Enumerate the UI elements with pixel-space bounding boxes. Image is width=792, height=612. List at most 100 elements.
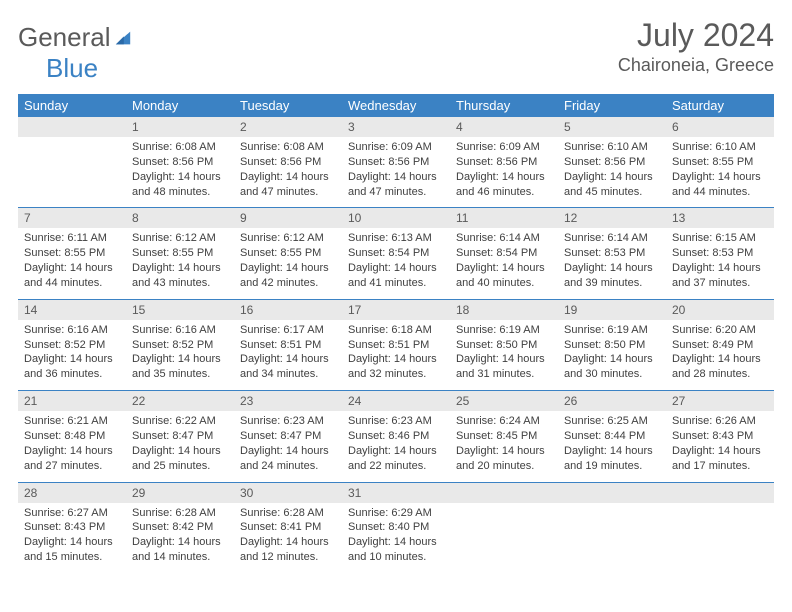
day-cell: Sunrise: 6:23 AMSunset: 8:47 PMDaylight:…	[234, 411, 342, 482]
day-number: 28	[18, 483, 126, 503]
sunrise-text: Sunrise: 6:23 AM	[348, 414, 444, 429]
sunrise-text: Sunrise: 6:14 AM	[456, 231, 552, 246]
daylight-text: Daylight: 14 hours and 40 minutes.	[456, 261, 552, 291]
daylight-text: Daylight: 14 hours and 25 minutes.	[132, 444, 228, 474]
day-cell: Sunrise: 6:08 AMSunset: 8:56 PMDaylight:…	[126, 137, 234, 208]
day-cell: Sunrise: 6:12 AMSunset: 8:55 PMDaylight:…	[126, 228, 234, 299]
day-cell: Sunrise: 6:15 AMSunset: 8:53 PMDaylight:…	[666, 228, 774, 299]
day-number: 12	[558, 208, 666, 228]
day-cell: Sunrise: 6:13 AMSunset: 8:54 PMDaylight:…	[342, 228, 450, 299]
day-cell: Sunrise: 6:21 AMSunset: 8:48 PMDaylight:…	[18, 411, 126, 482]
day-number: 5	[558, 117, 666, 137]
sunrise-text: Sunrise: 6:20 AM	[672, 323, 768, 338]
day-cell: Sunrise: 6:16 AMSunset: 8:52 PMDaylight:…	[18, 320, 126, 391]
sunrise-text: Sunrise: 6:29 AM	[348, 506, 444, 521]
sunset-text: Sunset: 8:50 PM	[564, 338, 660, 353]
daylight-text: Daylight: 14 hours and 20 minutes.	[456, 444, 552, 474]
day-number-row: 123456	[18, 117, 774, 137]
sunrise-text: Sunrise: 6:14 AM	[564, 231, 660, 246]
sunset-text: Sunset: 8:55 PM	[24, 246, 120, 261]
day-cell: Sunrise: 6:26 AMSunset: 8:43 PMDaylight:…	[666, 411, 774, 482]
sunset-text: Sunset: 8:45 PM	[456, 429, 552, 444]
day-number: 20	[666, 300, 774, 320]
sunset-text: Sunset: 8:56 PM	[456, 155, 552, 170]
daylight-text: Daylight: 14 hours and 28 minutes.	[672, 352, 768, 382]
day-number: 21	[18, 391, 126, 411]
day-number	[18, 117, 126, 137]
day-cell: Sunrise: 6:09 AMSunset: 8:56 PMDaylight:…	[342, 137, 450, 208]
day-info-row: Sunrise: 6:21 AMSunset: 8:48 PMDaylight:…	[18, 411, 774, 482]
daylight-text: Daylight: 14 hours and 45 minutes.	[564, 170, 660, 200]
sunset-text: Sunset: 8:46 PM	[348, 429, 444, 444]
month-title: July 2024	[618, 18, 774, 53]
daylight-text: Daylight: 14 hours and 35 minutes.	[132, 352, 228, 382]
daylight-text: Daylight: 14 hours and 30 minutes.	[564, 352, 660, 382]
sunset-text: Sunset: 8:41 PM	[240, 520, 336, 535]
sunset-text: Sunset: 8:54 PM	[456, 246, 552, 261]
sunrise-text: Sunrise: 6:26 AM	[672, 414, 768, 429]
day-number: 18	[450, 300, 558, 320]
sunset-text: Sunset: 8:55 PM	[672, 155, 768, 170]
day-cell: Sunrise: 6:19 AMSunset: 8:50 PMDaylight:…	[558, 320, 666, 391]
daylight-text: Daylight: 14 hours and 27 minutes.	[24, 444, 120, 474]
logo: GeneralBlue	[18, 18, 133, 84]
sunset-text: Sunset: 8:50 PM	[456, 338, 552, 353]
day-cell: Sunrise: 6:10 AMSunset: 8:55 PMDaylight:…	[666, 137, 774, 208]
sunrise-text: Sunrise: 6:18 AM	[348, 323, 444, 338]
logo-text-2: Blue	[18, 53, 98, 83]
day-cell: Sunrise: 6:12 AMSunset: 8:55 PMDaylight:…	[234, 228, 342, 299]
day-number: 8	[126, 208, 234, 228]
sunrise-text: Sunrise: 6:21 AM	[24, 414, 120, 429]
day-header: Saturday	[666, 94, 774, 117]
daylight-text: Daylight: 14 hours and 10 minutes.	[348, 535, 444, 565]
day-cell: Sunrise: 6:22 AMSunset: 8:47 PMDaylight:…	[126, 411, 234, 482]
day-cell	[666, 503, 774, 573]
day-number: 24	[342, 391, 450, 411]
day-cell: Sunrise: 6:25 AMSunset: 8:44 PMDaylight:…	[558, 411, 666, 482]
day-number	[558, 483, 666, 503]
sunset-text: Sunset: 8:56 PM	[132, 155, 228, 170]
day-cell: Sunrise: 6:24 AMSunset: 8:45 PMDaylight:…	[450, 411, 558, 482]
daylight-text: Daylight: 14 hours and 44 minutes.	[672, 170, 768, 200]
sunrise-text: Sunrise: 6:10 AM	[564, 140, 660, 155]
daylight-text: Daylight: 14 hours and 15 minutes.	[24, 535, 120, 565]
day-cell: Sunrise: 6:18 AMSunset: 8:51 PMDaylight:…	[342, 320, 450, 391]
daylight-text: Daylight: 14 hours and 22 minutes.	[348, 444, 444, 474]
day-number: 4	[450, 117, 558, 137]
daylight-text: Daylight: 14 hours and 36 minutes.	[24, 352, 120, 382]
daylight-text: Daylight: 14 hours and 24 minutes.	[240, 444, 336, 474]
day-cell: Sunrise: 6:14 AMSunset: 8:53 PMDaylight:…	[558, 228, 666, 299]
day-number	[666, 483, 774, 503]
day-header: Thursday	[450, 94, 558, 117]
day-number: 16	[234, 300, 342, 320]
day-cell: Sunrise: 6:17 AMSunset: 8:51 PMDaylight:…	[234, 320, 342, 391]
day-number: 19	[558, 300, 666, 320]
day-number: 13	[666, 208, 774, 228]
daylight-text: Daylight: 14 hours and 17 minutes.	[672, 444, 768, 474]
sunrise-text: Sunrise: 6:27 AM	[24, 506, 120, 521]
day-cell: Sunrise: 6:16 AMSunset: 8:52 PMDaylight:…	[126, 320, 234, 391]
sunset-text: Sunset: 8:48 PM	[24, 429, 120, 444]
sunrise-text: Sunrise: 6:25 AM	[564, 414, 660, 429]
day-cell: Sunrise: 6:14 AMSunset: 8:54 PMDaylight:…	[450, 228, 558, 299]
daylight-text: Daylight: 14 hours and 34 minutes.	[240, 352, 336, 382]
day-number: 11	[450, 208, 558, 228]
sunset-text: Sunset: 8:42 PM	[132, 520, 228, 535]
day-number: 17	[342, 300, 450, 320]
day-info-row: Sunrise: 6:08 AMSunset: 8:56 PMDaylight:…	[18, 137, 774, 208]
day-cell: Sunrise: 6:19 AMSunset: 8:50 PMDaylight:…	[450, 320, 558, 391]
daylight-text: Daylight: 14 hours and 14 minutes.	[132, 535, 228, 565]
daylight-text: Daylight: 14 hours and 12 minutes.	[240, 535, 336, 565]
sunset-text: Sunset: 8:53 PM	[672, 246, 768, 261]
day-number: 3	[342, 117, 450, 137]
title-block: July 2024 Chaironeia, Greece	[618, 18, 774, 76]
sunrise-text: Sunrise: 6:23 AM	[240, 414, 336, 429]
sunset-text: Sunset: 8:51 PM	[348, 338, 444, 353]
daylight-text: Daylight: 14 hours and 47 minutes.	[240, 170, 336, 200]
sunset-text: Sunset: 8:49 PM	[672, 338, 768, 353]
day-number-row: 78910111213	[18, 208, 774, 228]
day-cell	[450, 503, 558, 573]
sunset-text: Sunset: 8:56 PM	[564, 155, 660, 170]
day-header: Monday	[126, 94, 234, 117]
day-number: 25	[450, 391, 558, 411]
